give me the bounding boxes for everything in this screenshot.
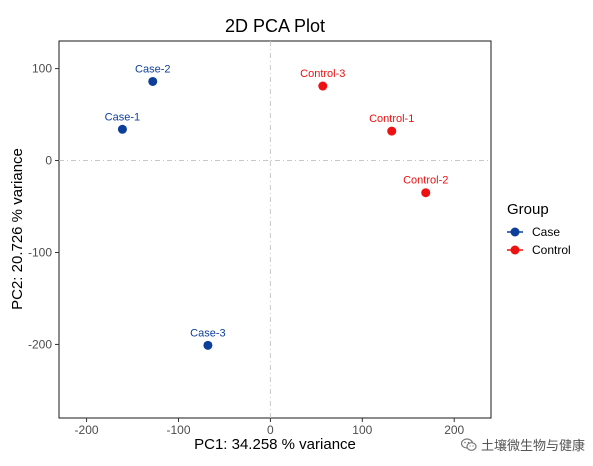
- x-axis: -200 -100 0 100 200: [75, 418, 465, 437]
- watermark: 土壤微生物与健康: [460, 435, 585, 454]
- legend: Group Case Control: [507, 201, 571, 257]
- data-point: [148, 76, 158, 86]
- legend-label: Case: [532, 225, 560, 239]
- data-point: [203, 340, 213, 350]
- point-label: Control-3: [300, 68, 345, 80]
- point-label: Control-2: [403, 175, 448, 187]
- x-tick-label: 200: [444, 423, 464, 437]
- legend-title: Group: [507, 201, 549, 218]
- x-tick-label: -200: [75, 423, 99, 437]
- legend-swatch: [510, 227, 520, 237]
- data-point: [117, 124, 127, 134]
- point-label: Case-2: [135, 63, 170, 75]
- watermark-text: 土壤微生物与健康: [480, 439, 585, 454]
- data-points: Case-1 Case-2 Case-3 Control-1 Control-2 Cont…: [105, 63, 448, 350]
- x-tick-label: -100: [166, 423, 190, 437]
- point-label: Case-3: [190, 327, 225, 339]
- y-tick-label: 100: [32, 62, 52, 76]
- legend-label: Control: [532, 243, 571, 257]
- y-axis: 100 0 -100 -200: [28, 62, 59, 351]
- chart-title: 2D PCA Plot: [225, 16, 325, 36]
- wechat-icon: [460, 437, 477, 451]
- legend-swatch: [510, 245, 520, 255]
- point-label: Control-1: [369, 113, 414, 125]
- x-tick-label: 0: [267, 423, 274, 437]
- plot-panel: [58, 40, 492, 419]
- data-point: [318, 81, 328, 91]
- x-tick-label: 100: [352, 423, 372, 437]
- data-point: [387, 126, 397, 136]
- y-axis-title: PC2: 20.726 % variance: [9, 148, 26, 310]
- x-axis-title: PC1: 34.258 % variance: [194, 436, 356, 453]
- y-tick-label: 0: [45, 154, 52, 168]
- data-point: [421, 188, 431, 198]
- y-tick-label: -100: [28, 245, 52, 259]
- y-tick-label: -200: [28, 337, 52, 351]
- point-label: Case-1: [105, 111, 140, 123]
